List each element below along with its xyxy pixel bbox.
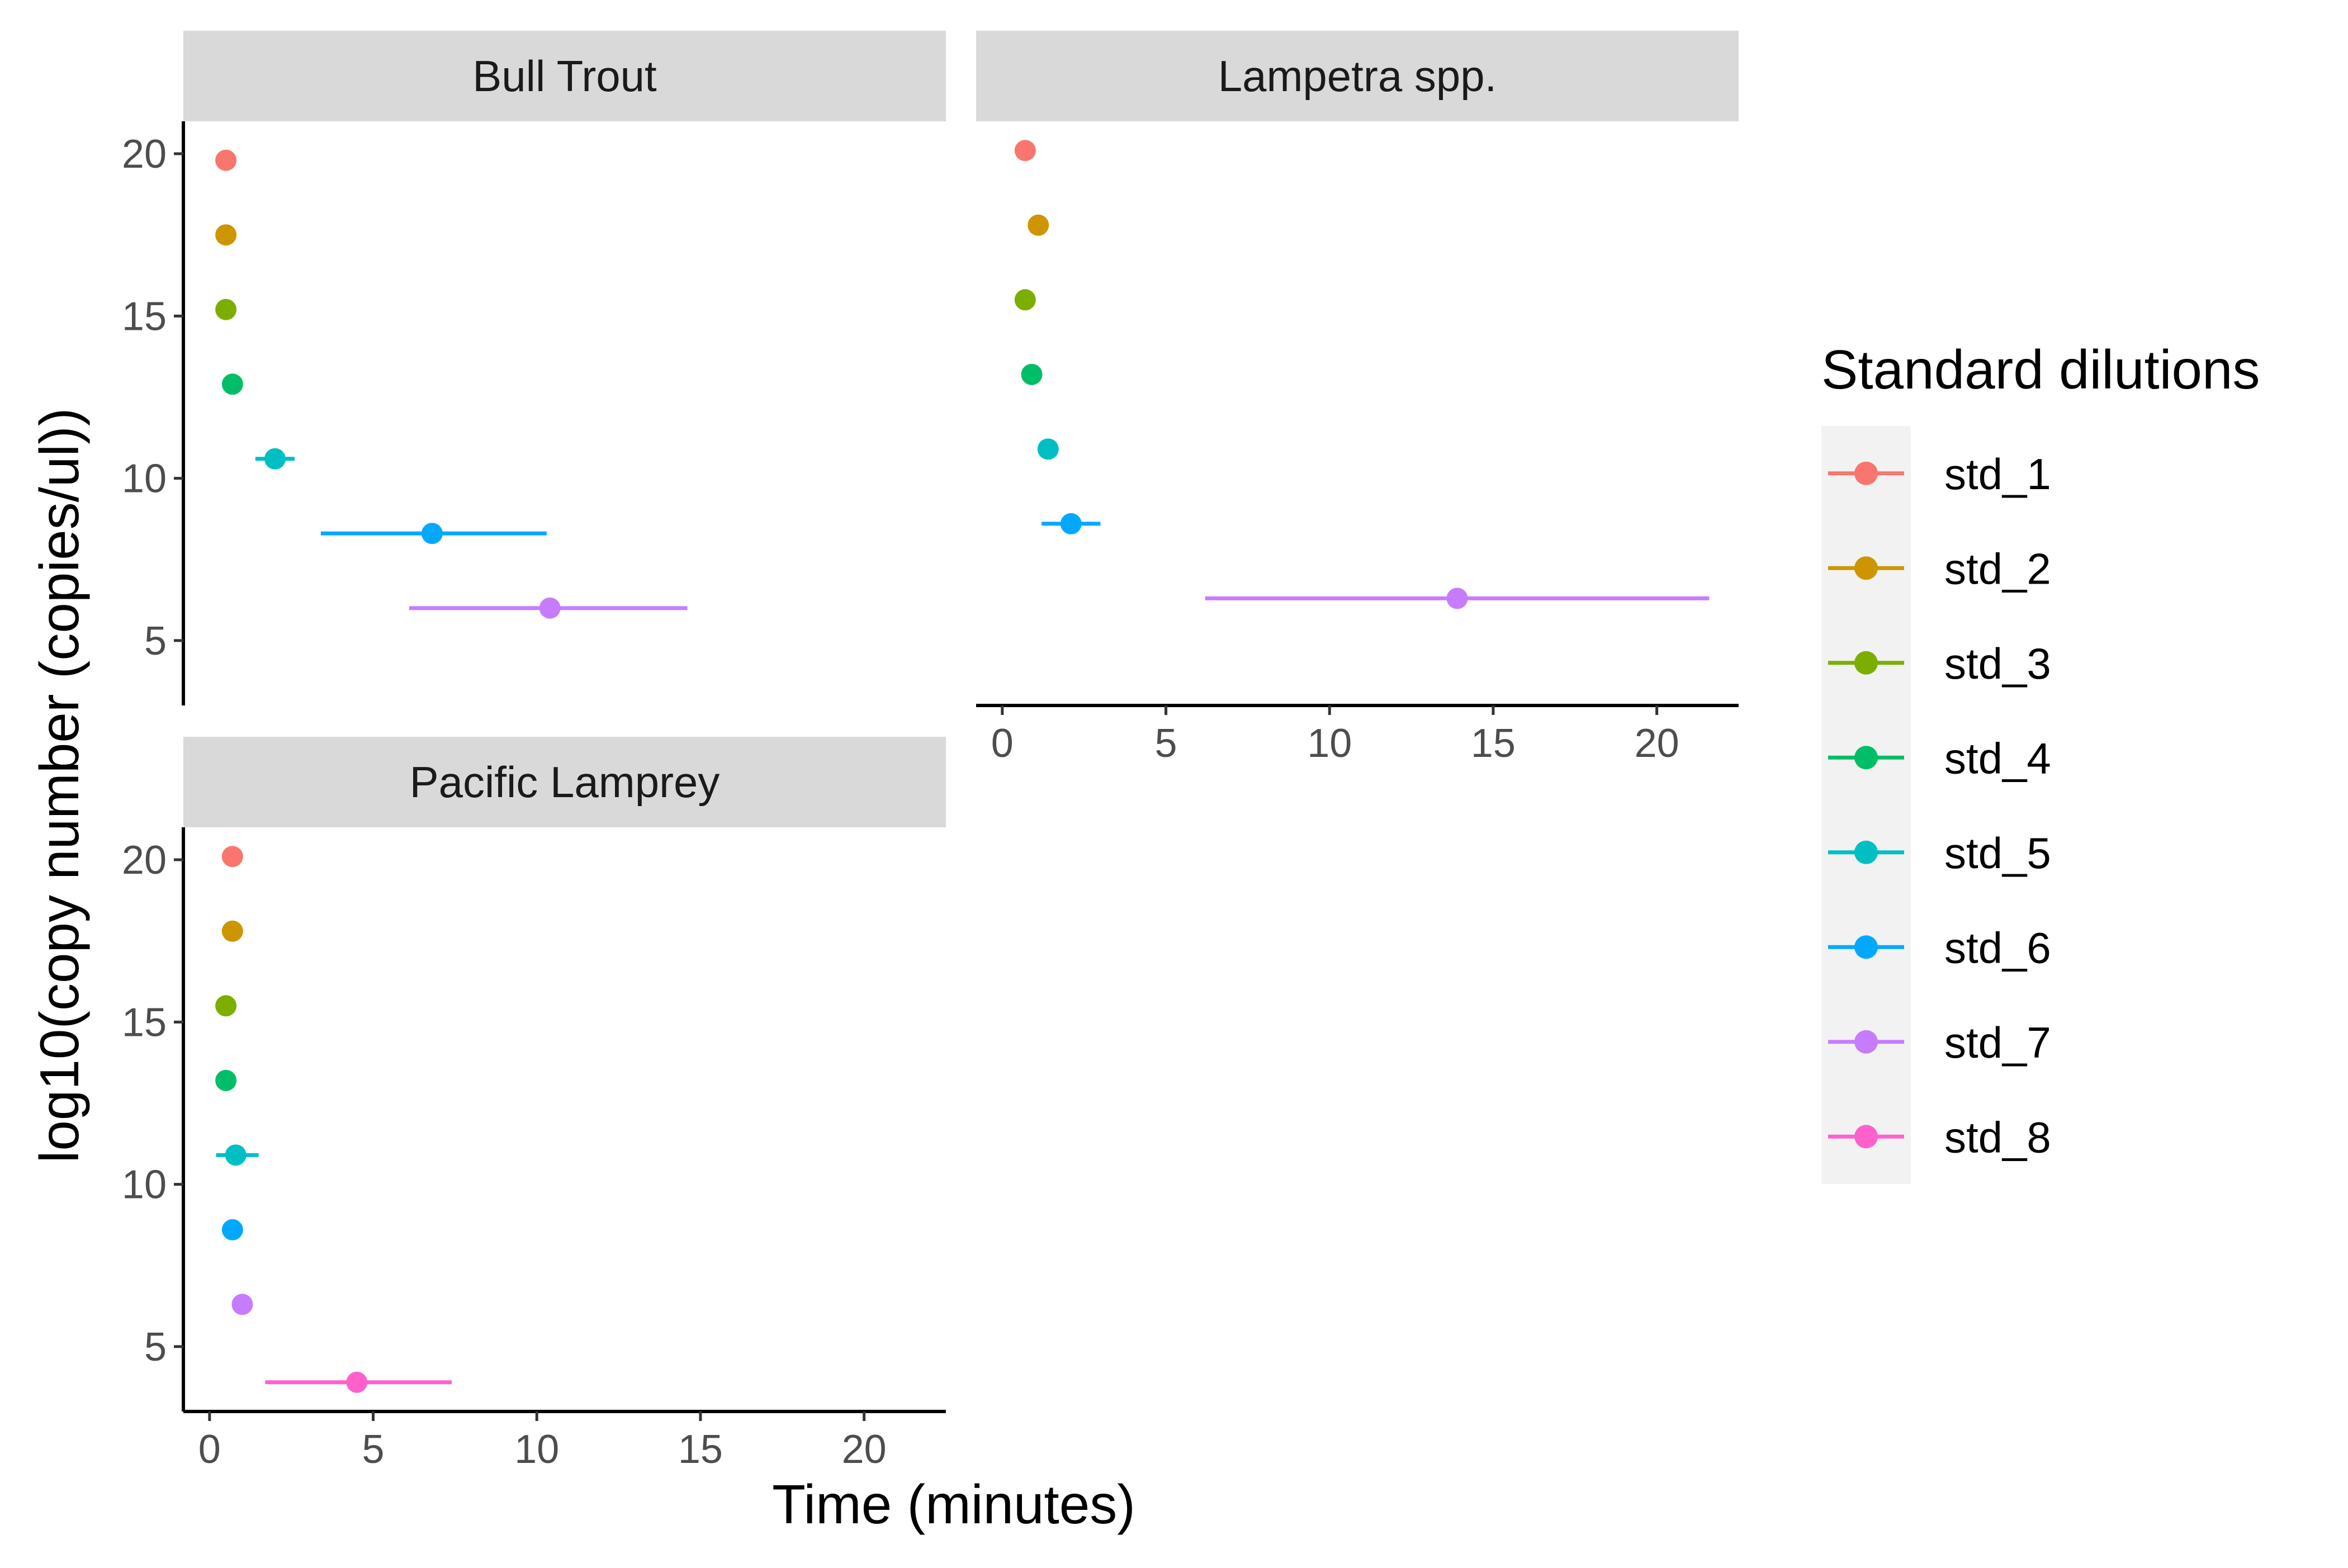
data-point-std_7 — [231, 1294, 253, 1315]
legend-item-std_4: std_4 — [1828, 733, 2051, 783]
x-tick-label: 15 — [678, 1427, 723, 1472]
legend-label: std_5 — [1944, 828, 2051, 878]
legend-key-background — [1821, 426, 1911, 1184]
legend-label: std_2 — [1944, 544, 2051, 593]
data-point-std_3 — [1014, 289, 1036, 311]
y-axis-title: log10(copy number (copies/ul)) — [29, 408, 90, 1163]
x-tick-label: 10 — [1307, 721, 1352, 766]
legend-item-std_3: std_3 — [1828, 639, 2051, 688]
facet-panel: Lampetra spp. 0 5 10 15 20 — [976, 31, 1739, 766]
x-tick-label: 20 — [1635, 721, 1679, 766]
facet-panel: Bull Trout 5 10 15 20 — [122, 31, 946, 705]
legend-key-point — [1854, 556, 1878, 580]
x-axis-title: Time (minutes) — [772, 1474, 1135, 1535]
facet-strip — [183, 31, 946, 121]
facet-title: Lampetra spp. — [1218, 51, 1497, 101]
data-point-std_4 — [215, 1069, 237, 1091]
x-tick-label: 5 — [1155, 721, 1177, 766]
data-point-std_4 — [1021, 363, 1043, 385]
y-tick-label: 10 — [122, 1163, 167, 1207]
x-tick-label: 0 — [198, 1427, 221, 1472]
facet-title: Bull Trout — [472, 51, 657, 101]
data-point-std_7 — [1446, 588, 1468, 609]
legend-label: std_7 — [1944, 1018, 2051, 1067]
legend-item-std_6: std_6 — [1828, 923, 2051, 972]
x-tick-label: 10 — [514, 1427, 559, 1472]
x-tick-label: 20 — [842, 1427, 887, 1472]
legend-item-std_8: std_8 — [1828, 1112, 2051, 1162]
x-tick-label: 15 — [1471, 721, 1516, 766]
legend-key-point — [1854, 840, 1878, 864]
y-tick-label: 15 — [122, 294, 167, 339]
data-point-std_5 — [225, 1144, 247, 1166]
data-point-std_5 — [264, 448, 286, 470]
data-point-std_1 — [215, 149, 237, 171]
legend: Standard dilutions std_1 std_2 std_3 std_4st… — [1821, 339, 2260, 1184]
facet-panel: Pacific Lamprey 5 10 15 20 0 5 10 15 20 — [122, 737, 946, 1472]
data-point-std_2 — [215, 224, 237, 246]
y-tick-label: 5 — [144, 619, 167, 664]
y-tick-label: 20 — [122, 132, 167, 177]
y-tick-label: 15 — [122, 1000, 167, 1045]
data-point-std_8 — [346, 1371, 368, 1393]
data-point-std_2 — [1028, 214, 1049, 236]
data-point-std_5 — [1037, 438, 1059, 460]
legend-key-point — [1854, 935, 1878, 959]
y-tick-label: 10 — [122, 457, 167, 501]
legend-key-point — [1854, 1125, 1878, 1149]
data-point-std_1 — [221, 846, 243, 868]
data-point-std_2 — [221, 920, 243, 942]
data-point-std_3 — [215, 995, 237, 1017]
legend-label: std_4 — [1944, 733, 2051, 783]
data-point-std_6 — [1060, 513, 1082, 534]
legend-key-point — [1854, 746, 1878, 770]
x-tick-label: 0 — [991, 721, 1014, 766]
data-point-std_7 — [539, 597, 561, 619]
facet-title: Pacific Lamprey — [410, 757, 720, 807]
legend-label: std_3 — [1944, 639, 2051, 688]
legend-item-std_5: std_5 — [1828, 828, 2051, 878]
legend-title: Standard dilutions — [1821, 339, 2260, 400]
data-point-std_6 — [221, 1219, 243, 1240]
facet-strip — [976, 31, 1739, 121]
legend-item-std_7: std_7 — [1828, 1018, 2051, 1067]
data-point-std_4 — [221, 373, 243, 395]
legend-label: std_8 — [1944, 1112, 2051, 1162]
legend-key-point — [1854, 461, 1878, 485]
y-tick-label: 20 — [122, 838, 167, 883]
legend-key-point — [1854, 1030, 1878, 1054]
data-point-std_1 — [1014, 140, 1036, 162]
legend-label: std_6 — [1944, 923, 2051, 972]
legend-label: std_1 — [1944, 449, 2051, 499]
legend-key-point — [1854, 651, 1878, 675]
y-tick-label: 5 — [144, 1325, 167, 1370]
data-point-std_3 — [215, 299, 237, 320]
legend-item-std_2: std_2 — [1828, 544, 2051, 593]
legend-item-std_1: std_1 — [1828, 449, 2051, 499]
x-tick-label: 5 — [362, 1427, 385, 1472]
data-point-std_6 — [421, 523, 443, 544]
facet-strip — [183, 737, 946, 827]
